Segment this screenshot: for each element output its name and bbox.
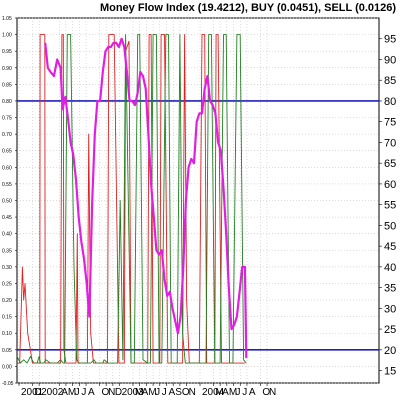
series-line <box>44 37 248 359</box>
left-tick-label: 0.80 <box>2 99 12 105</box>
left-tick-label: 0.60 <box>2 165 12 171</box>
x-tick-label: A <box>168 387 175 398</box>
right-tick-label: 60 <box>384 179 396 191</box>
x-tick-label: 2004 <box>202 387 225 398</box>
left-tick-label: 0.90 <box>2 66 12 72</box>
x-tick-label: 2002 <box>41 387 64 398</box>
x-tick-label: M <box>229 387 237 398</box>
right-tick-label: 25 <box>384 324 396 336</box>
right-tick-label: 15 <box>384 366 396 378</box>
x-tick-label: N <box>108 387 115 398</box>
x-tick-label: D <box>34 387 41 398</box>
x-tick-label: 2003 <box>122 387 145 398</box>
right-tick-label: 70 <box>384 137 396 149</box>
chart-title: Money Flow Index (19.4212), BUY (0.0451)… <box>100 2 396 14</box>
right-tick-label: 85 <box>384 75 396 87</box>
right-tick-label: 55 <box>384 200 396 212</box>
left-tick-label: 0.75 <box>2 116 12 122</box>
x-tick-label: O <box>182 387 190 398</box>
left-tick-label: 0.40 <box>2 232 12 238</box>
x-tick-label: A <box>142 387 149 398</box>
right-tick-label: 80 <box>384 96 396 108</box>
left-tick-label: 0.00 <box>2 364 12 370</box>
x-tick-label: M <box>68 387 76 398</box>
right-tick-label: 65 <box>384 158 396 170</box>
left-tick-label: 0.65 <box>2 149 12 155</box>
x-tick-label: J <box>242 387 247 398</box>
x-tick-label: J <box>236 387 241 398</box>
right-tick-label: 95 <box>384 34 396 46</box>
right-tick-label: 50 <box>384 220 396 232</box>
series-line <box>16 34 247 364</box>
x-tick-label: N <box>189 387 196 398</box>
left-tick-label: 0.10 <box>2 331 12 337</box>
left-tick-label: 0.20 <box>2 298 12 304</box>
reference-lines <box>17 100 379 351</box>
x-tick-label: O <box>262 387 270 398</box>
left-tick-label: 0.45 <box>2 215 12 221</box>
x-tick-label: J <box>81 387 86 398</box>
left-axis: 1.05 1.00 0.95 0.90 0.85 0.80 0.75 0.70 0.65 0.60… <box>2 16 17 387</box>
right-tick-label: 45 <box>384 241 396 253</box>
x-tick-label: M <box>148 387 156 398</box>
x-tick-label: A <box>88 387 95 398</box>
x-tick-label: O <box>101 387 109 398</box>
right-tick-label: 35 <box>384 283 396 295</box>
series-line <box>17 34 245 364</box>
left-tick-label: 1.00 <box>2 33 12 39</box>
left-tick-label: 0.25 <box>2 281 12 287</box>
x-tick-label: 2001 <box>21 387 44 398</box>
left-tick-label: 0.50 <box>2 199 12 205</box>
right-tick-label: 75 <box>384 117 396 129</box>
series-group <box>16 34 248 364</box>
left-tick-label: 0.55 <box>2 182 12 188</box>
x-tick-label: D <box>115 387 122 398</box>
x-tick-label: J <box>162 387 167 398</box>
left-tick-label: 0.85 <box>2 82 12 88</box>
x-tick-label: S <box>175 387 182 398</box>
right-axis: 95 90 85 80 75 70 65 60 55 50 45 40 35 30 25 20 15 <box>379 34 396 378</box>
left-tick-label: -0.05 <box>2 381 14 387</box>
x-tick-label: M <box>135 387 143 398</box>
x-tick-label: M <box>215 387 223 398</box>
left-tick-label: 0.35 <box>2 248 12 254</box>
x-tick-label: N <box>269 387 276 398</box>
left-tick-label: 0.70 <box>2 132 12 138</box>
x-tick-label: A <box>249 387 256 398</box>
left-tick-label: 0.15 <box>2 315 12 321</box>
left-tick-label: 0.05 <box>2 348 12 354</box>
x-tick-label: J <box>155 387 160 398</box>
left-tick-label: 0.95 <box>2 49 12 55</box>
x-tick-label: A <box>61 387 68 398</box>
right-tick-label: 30 <box>384 303 396 315</box>
right-tick-label: 20 <box>384 345 396 357</box>
left-tick-label: 1.05 <box>2 16 12 22</box>
right-tick-label: 40 <box>384 262 396 274</box>
x-tick-label: J <box>75 387 80 398</box>
right-tick-label: 90 <box>384 54 396 66</box>
x-tick-label: A <box>222 387 229 398</box>
left-tick-label: 0.30 <box>2 265 12 271</box>
